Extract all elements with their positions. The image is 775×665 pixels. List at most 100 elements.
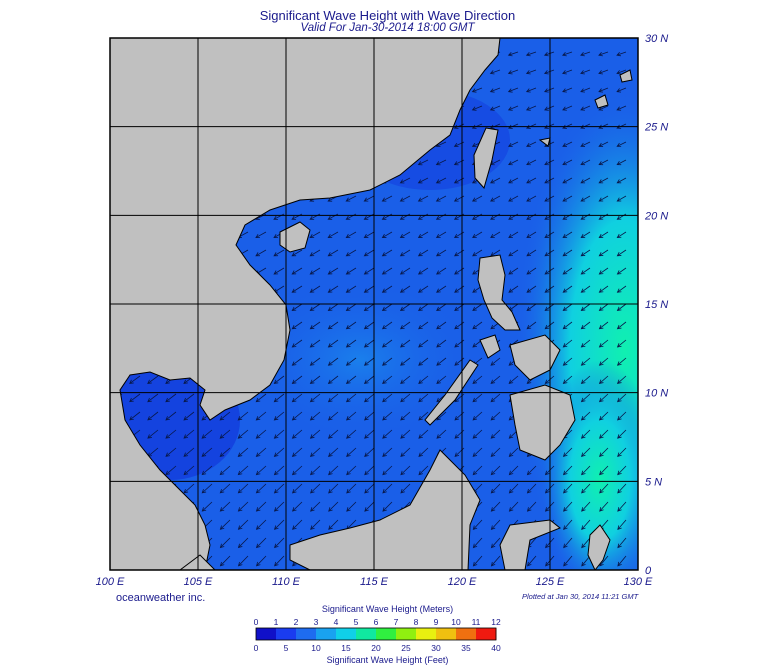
colorbar-swatch [456,628,477,640]
wave-arrow [490,429,501,439]
wave-arrow [418,375,429,384]
wave-arrow [435,177,447,184]
map-frame [109,37,639,571]
wave-arrow [472,321,483,330]
wave-arrow [508,195,519,202]
wave-arrow [580,249,591,257]
wave-arrow [598,357,609,366]
wave-arrow [526,177,537,184]
wave-arrow [399,267,411,275]
wave-arrow [489,105,501,111]
wave-arrow [309,357,321,366]
wave-arrow [255,447,267,457]
wave-arrow [580,285,591,293]
wave-arrow [255,555,267,567]
wave-arrow [617,483,627,494]
latitude-label: 20 N [644,210,668,222]
wave-arrow [581,537,591,549]
wave-arrow [255,519,267,530]
wave-arrow [291,393,303,403]
wave-arrow [508,267,519,275]
wave-arrow [237,501,249,512]
wave-arrow [309,231,321,238]
longitude-label: 125 E [536,576,565,588]
wave-arrow [617,519,627,530]
wave-arrow [382,393,393,403]
wave-arrow [147,375,159,384]
wave-arrow [507,105,519,111]
colorbar-swatch [416,628,437,640]
wave-arrow [237,483,249,494]
wave-arrow [309,447,321,457]
wave-arrow [382,357,393,366]
wave-arrow [273,249,285,257]
wave-arrow [345,267,357,275]
wave-arrow [381,267,393,275]
wave-arrow [526,483,537,494]
wave-arrow [364,447,375,457]
colorbar-meter-tick: 9 [434,617,439,627]
wave-arrow [291,321,303,330]
wave-arrow [346,465,357,476]
wave-arrow [436,429,447,439]
wave-arrow [472,375,483,384]
colorbar-feet-tick: 40 [491,643,501,653]
wave-arrow [507,51,519,57]
wave-arrow [363,249,375,257]
wave-arrow [346,429,357,439]
wave-arrow [129,411,141,421]
colorbar-meter-tick: 12 [491,617,501,627]
wave-arrow [417,231,429,238]
wave-arrow [617,465,627,476]
wave-arrow [255,483,267,494]
wave-arrow [219,519,231,530]
wave-arrow [436,339,447,348]
wave-arrow [364,465,375,476]
wave-arrow [598,123,609,129]
wave-arrow [472,393,483,403]
wave-arrow [345,249,357,257]
wave-arrow [527,555,537,567]
brand-label: oceanweather inc. [116,592,206,604]
wave-arrow [346,483,357,494]
wave-arrow [598,285,609,293]
wave-arrow [563,483,573,494]
wave-arrow [183,465,195,476]
wave-arrow [327,357,339,366]
wave-arrow [345,231,357,238]
colorbar-swatch [376,628,397,640]
wave-arrow [599,447,609,457]
wave-arrow [454,411,465,421]
wave-arrow [291,357,303,366]
wave-arrow [310,483,321,494]
wave-arrow [255,429,267,439]
wave-arrow [327,231,339,238]
wave-arrow [399,249,411,257]
wave-arrow [291,339,303,348]
wave-arrow [562,123,573,129]
longitude-label: 105 E [184,576,213,588]
wave-arrow [489,87,501,93]
wave-arrow [616,339,627,348]
wave-arrow [309,321,321,330]
wave-arrow [562,177,573,184]
wave-arrow [598,177,609,184]
wave-arrow [363,195,375,202]
wave-arrow [165,465,177,476]
colorbar-meter-tick: 5 [354,617,359,627]
wave-arrow [543,69,555,75]
wave-arrow [129,375,141,384]
wave-arrow [598,303,609,312]
wave-arrow [472,411,483,421]
map-title: Significant Wave Height with Wave Direct… [259,8,516,23]
wave-arrow [599,501,609,512]
wave-arrow [436,285,447,293]
wave-arrow [183,429,195,439]
colorbar-swatch [276,628,297,640]
wave-arrow [363,231,375,238]
wave-arrow [616,231,627,239]
wave-arrow [508,447,519,457]
wave-arrow [418,339,429,348]
wave-arrow [291,375,303,384]
wave-arrow [472,249,483,257]
